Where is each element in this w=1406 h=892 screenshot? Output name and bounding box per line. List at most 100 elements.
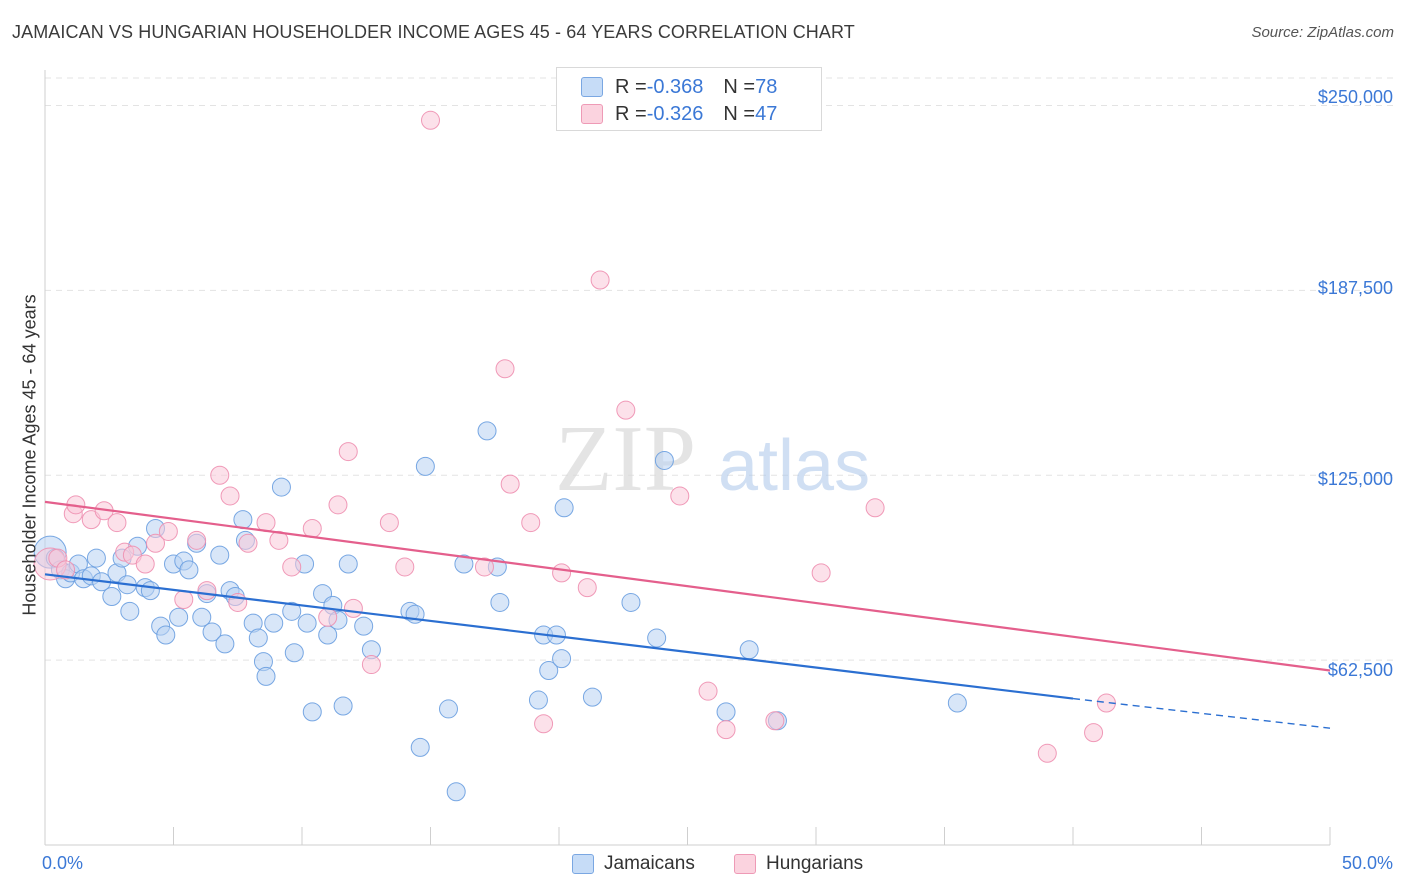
jamaicans-point-26 <box>192 607 212 627</box>
jamaicans-point-14 <box>120 601 140 621</box>
jamaicans-point-39 <box>264 613 284 633</box>
hungarians-point-28 <box>361 655 381 675</box>
hungarians-point-12 <box>158 521 178 541</box>
jamaicans-point-64 <box>528 690 548 710</box>
hungarians-legend-swatch <box>734 854 756 874</box>
jamaicans-point-10 <box>102 587 122 607</box>
jamaicans-point-66 <box>539 660 559 680</box>
jamaicans-point-45 <box>302 702 322 722</box>
jamaicans-point-57 <box>415 456 435 476</box>
hungarians-point-27 <box>343 598 363 618</box>
hungarians-point-21 <box>269 530 289 550</box>
hungarians-point-25 <box>328 495 348 515</box>
jamaicans-point-60 <box>454 554 474 574</box>
jamaicans-point-44 <box>297 613 317 633</box>
jamaicans-point-74 <box>716 702 736 722</box>
hungarians-point-24 <box>318 607 338 627</box>
n-value: 47 <box>755 102 778 125</box>
jamaicans-point-68 <box>552 649 572 669</box>
chart-title: JAMAICAN VS HUNGARIAN HOUSEHOLDER INCOME… <box>12 22 855 42</box>
x-tick-label-min: 0.0% <box>42 853 84 873</box>
hungarians-legend-label: Hungarians <box>766 853 864 874</box>
y-tick-label-125000: $125,000 <box>1317 469 1393 489</box>
hungarians-point-20 <box>256 513 276 533</box>
jamaicans-point-58 <box>438 699 458 719</box>
jamaicans-point-36 <box>248 628 268 648</box>
r-value: -0.326 <box>646 102 704 125</box>
jamaicans-point-56 <box>410 737 430 757</box>
jamaicans-point-51 <box>338 554 358 574</box>
jamaicans-point-59 <box>446 782 466 802</box>
n-value: 78 <box>755 75 778 98</box>
hungarians-point-48 <box>1084 723 1104 743</box>
hungarians-point-7 <box>107 513 127 533</box>
y-tick-label-187500: $187,500 <box>1317 278 1393 298</box>
n-label: N = <box>723 75 756 98</box>
y-axis-label: Householder Income Ages 45 - 64 years <box>19 294 40 616</box>
hungarians-point-15 <box>197 581 217 601</box>
hungarians-point-39 <box>590 270 610 290</box>
hungarians-point-2 <box>56 560 76 580</box>
hungarians-points <box>33 110 1116 763</box>
hungarians-point-33 <box>495 359 515 379</box>
jamaicans-point-24 <box>179 560 199 580</box>
hungarians-point-47 <box>1037 743 1057 763</box>
jamaicans-point-73 <box>654 450 674 470</box>
jamaicans-trend-line <box>44 573 1074 700</box>
jamaicans-point-22 <box>169 607 189 627</box>
n-label: N = <box>723 102 756 125</box>
y-tick-label-62500: $62,500 <box>1327 660 1393 680</box>
legend-jamaicans: Jamaicans <box>572 852 695 876</box>
hungarians-point-44 <box>765 711 785 731</box>
hungarians-point-22 <box>282 557 302 577</box>
legend-row-hungarians: R = -0.326 N = 47 <box>581 102 777 126</box>
jamaicans-point-29 <box>210 545 230 565</box>
grid-lines <box>45 77 1395 661</box>
jamaicans-point-77 <box>947 693 967 713</box>
jamaicans-point-50 <box>333 696 353 716</box>
hungarians-swatch <box>581 104 603 124</box>
x-tick-label-max: 50.0% <box>1341 853 1393 873</box>
hungarians-point-37 <box>552 563 572 583</box>
correlation-legend: R = -0.368 N = 78 R = -0.326 N = 47 <box>556 67 822 131</box>
trend-lines <box>44 500 1331 729</box>
r-label: R = <box>615 102 647 125</box>
hungarians-point-46 <box>865 498 885 518</box>
hungarians-point-16 <box>210 465 230 485</box>
watermark-atlas: atlas <box>718 426 870 506</box>
hungarians-point-45 <box>811 563 831 583</box>
hungarians-point-38 <box>577 578 597 598</box>
hungarians-point-29 <box>379 513 399 533</box>
source-label: Source: ZipAtlas.com <box>1251 24 1394 41</box>
jamaicans-legend-label: Jamaicans <box>604 853 695 874</box>
jamaicans-swatch <box>581 77 603 97</box>
jamaicans-point-52 <box>354 616 374 636</box>
hungarians-point-34 <box>500 474 520 494</box>
jamaicans-point-8 <box>86 548 106 568</box>
jamaicans-point-28 <box>202 622 222 642</box>
hungarians-point-19 <box>238 533 258 553</box>
hungarians-point-43 <box>716 720 736 740</box>
jamaicans-point-72 <box>647 628 667 648</box>
hungarians-point-30 <box>395 557 415 577</box>
jamaicans-point-41 <box>282 601 302 621</box>
hungarians-point-31 <box>421 110 440 130</box>
hungarians-point-23 <box>302 518 322 538</box>
jamaicans-legend-swatch <box>572 854 594 874</box>
hungarians-point-26 <box>338 442 358 462</box>
hungarians-point-17 <box>220 486 240 506</box>
jamaicans-point-30 <box>215 634 235 654</box>
hungarians-point-41 <box>670 486 690 506</box>
axes <box>44 70 1331 846</box>
hungarians-point-14 <box>187 530 207 550</box>
jamaicans-point-71 <box>621 592 641 612</box>
jamaicans-point-20 <box>156 625 176 645</box>
jamaicans-point-63 <box>490 592 510 612</box>
hungarians-point-10 <box>135 554 155 574</box>
jamaicans-point-40 <box>271 477 291 497</box>
jamaicans-point-61 <box>477 421 497 441</box>
jamaicans-point-69 <box>554 498 574 518</box>
hungarians-point-36 <box>534 714 554 734</box>
legend-hungarians: Hungarians <box>734 852 863 876</box>
